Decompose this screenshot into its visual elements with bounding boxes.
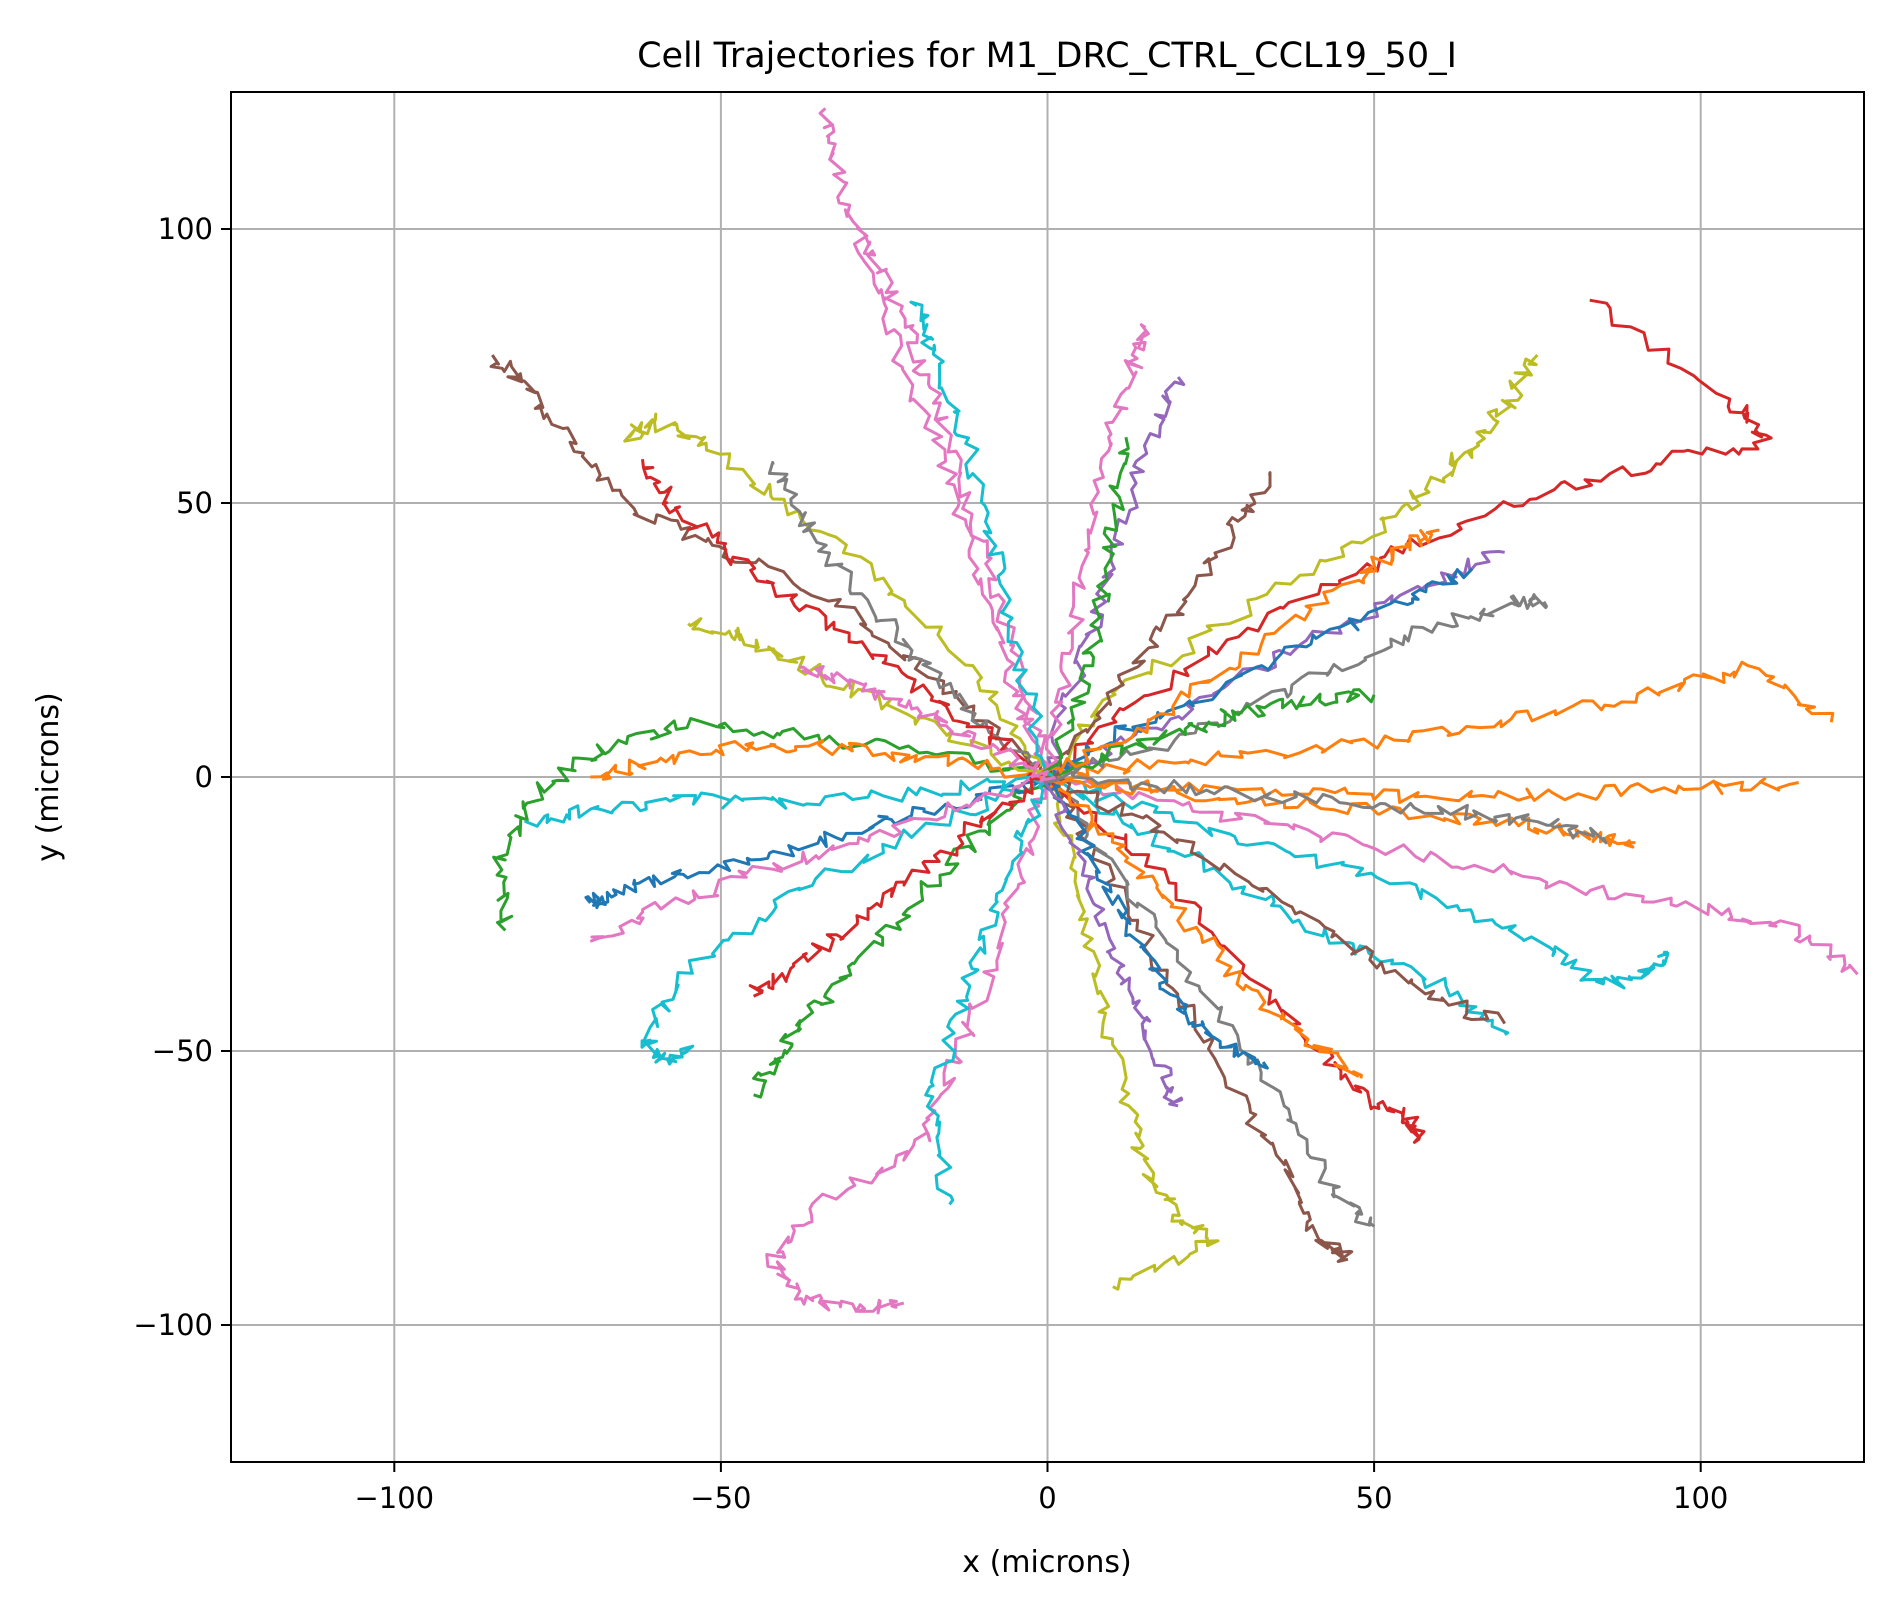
trajectory-line	[1050, 550, 1505, 781]
y-tick-label: 50	[176, 486, 213, 520]
trajectory-line	[1040, 323, 1150, 773]
trajectory-line	[1042, 688, 1376, 781]
trajectory-line	[1046, 775, 1363, 1079]
trajectory-line	[1040, 353, 1539, 777]
trajectory-line	[640, 773, 1048, 1066]
x-tick-label: −50	[690, 1481, 751, 1515]
y-tick-label: 0	[195, 760, 213, 794]
x-tick-label: 50	[1356, 1481, 1393, 1515]
trajectory-line	[1042, 298, 1773, 782]
trajectory-line	[1046, 772, 1859, 976]
trajectory-line	[641, 459, 1050, 778]
trajectory-line	[1044, 528, 1440, 774]
y-axis-label: y (microns)	[31, 692, 66, 861]
x-axis-label: x (microns)	[962, 1545, 1131, 1580]
trajectory-line	[1045, 770, 1608, 845]
trajectory-series	[489, 107, 1859, 1315]
trajectory-line	[623, 412, 1045, 777]
y-tick-label: −100	[133, 1308, 213, 1342]
y-tick-label: 100	[158, 212, 213, 246]
x-axis-ticks: −100 −50 0 50 100	[354, 1462, 1728, 1515]
trajectory-line	[1038, 660, 1835, 785]
trajectory-line	[818, 107, 1052, 781]
trajectory-line	[924, 777, 1053, 1206]
trajectory-line	[1038, 770, 1510, 1036]
chart-title: Cell Trajectories for M1_DRC_CTRL_CCL19_…	[637, 36, 1457, 76]
trajectory-line	[799, 665, 1056, 782]
trajectory-line	[765, 779, 1048, 1315]
trajectory-line	[1045, 779, 1269, 1070]
x-tick-label: −100	[354, 1481, 434, 1515]
trajectory-line	[1040, 436, 1130, 775]
trajectory-line	[1050, 772, 1670, 990]
trajectory-line	[752, 772, 1053, 1099]
trajectory-line	[687, 617, 1048, 777]
trajectory-line	[1047, 593, 1548, 783]
trajectory-line	[590, 739, 1047, 781]
trajectory-line	[589, 773, 1045, 943]
trajectory-line	[492, 717, 1041, 932]
trajectory-line	[1045, 770, 1220, 1291]
x-tick-label: 100	[1673, 1481, 1728, 1515]
trajectory-line	[1043, 778, 1184, 1108]
y-tick-label: −50	[152, 1034, 213, 1068]
trajectory-line	[1048, 471, 1272, 782]
y-axis-ticks: −100 −50 0 50 100	[133, 212, 231, 1342]
trajectory-line	[1045, 776, 1506, 1025]
trajectory-line	[748, 771, 1049, 998]
trajectory-line	[909, 300, 1048, 773]
trajectory-line	[1046, 376, 1186, 774]
x-tick-label: 0	[1038, 1481, 1056, 1515]
trajectory-line	[1039, 775, 1636, 849]
grid-lines	[231, 92, 1864, 1462]
trajectory-line	[523, 775, 1057, 828]
